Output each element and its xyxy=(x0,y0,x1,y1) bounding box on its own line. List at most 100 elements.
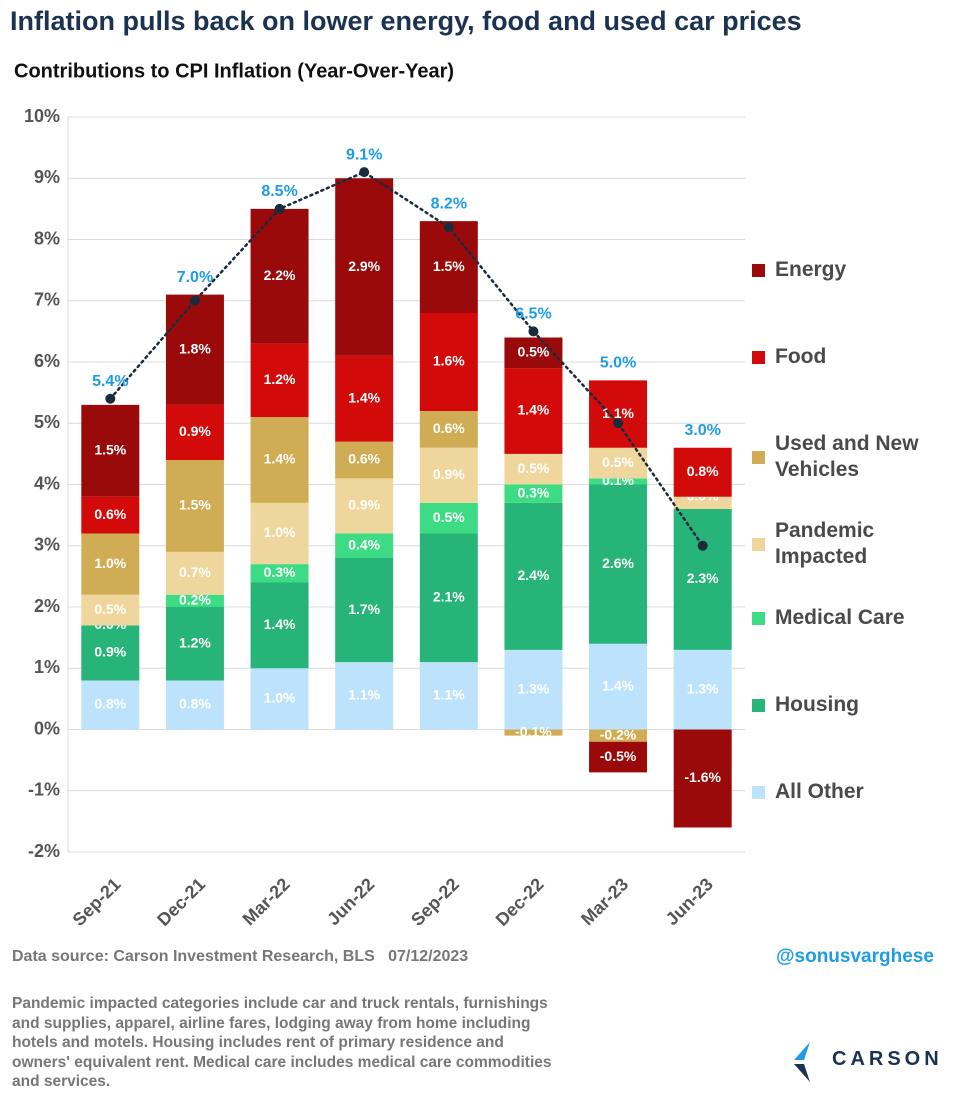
legend-item: Energy xyxy=(752,244,957,296)
y-tick-label: 5% xyxy=(34,412,60,432)
bar-segment xyxy=(419,502,478,534)
x-tick-label: Jun-22 xyxy=(323,874,378,929)
chart-subtitle: Contributions to CPI Inflation (Year-Ove… xyxy=(14,60,454,82)
data-label: 0.2% xyxy=(179,592,211,608)
bar-segment xyxy=(504,453,563,485)
data-label: 1.0% xyxy=(264,524,296,540)
legend-label: All Other xyxy=(775,780,864,803)
data-label: 0.5% xyxy=(517,344,549,360)
bar-segment xyxy=(250,564,309,583)
data-label: 0.4% xyxy=(348,536,380,552)
legend-label: Pandemic Impacted xyxy=(775,519,875,568)
bar-segment xyxy=(165,551,224,595)
bar-segment xyxy=(419,221,478,313)
bar-segment xyxy=(165,460,224,552)
data-label: 1.3% xyxy=(687,680,719,696)
total-label: 8.2% xyxy=(431,195,467,212)
legend-item: Pandemic Impacted xyxy=(752,518,957,570)
logo-icon xyxy=(794,1042,810,1082)
y-tick-label: 9% xyxy=(34,167,60,187)
bar-segment xyxy=(589,447,648,479)
data-label: 2.1% xyxy=(433,589,465,605)
data-label: 2.2% xyxy=(264,267,296,283)
bar-segment xyxy=(419,662,478,730)
data-label: 0.5% xyxy=(433,509,465,525)
legend-item: Housing xyxy=(752,679,957,731)
data-label: 0.9% xyxy=(433,466,465,482)
data-label: 2.6% xyxy=(602,555,634,571)
total-label: 7.0% xyxy=(177,269,213,286)
y-tick-label: -2% xyxy=(28,841,60,861)
data-label: -0.1% xyxy=(515,723,552,739)
x-tick-label: Dec-22 xyxy=(492,874,548,930)
bar-segment xyxy=(81,533,140,595)
x-tick-label: Sep-21 xyxy=(69,874,125,930)
data-label: 1.4% xyxy=(264,451,296,467)
y-tick-label: 8% xyxy=(34,228,60,248)
total-point xyxy=(189,295,200,306)
data-label: -0.2% xyxy=(600,726,637,742)
legend-swatch xyxy=(752,450,765,464)
data-label: 1.4% xyxy=(264,616,296,632)
bar-segment xyxy=(419,533,478,663)
y-tick-label: 1% xyxy=(34,657,60,677)
bar-segment xyxy=(335,355,394,442)
bar-segment xyxy=(589,729,648,742)
data-label: 1.7% xyxy=(348,601,380,617)
bar-segment xyxy=(250,668,309,730)
bar-segment xyxy=(250,208,309,344)
bar-segment xyxy=(165,594,224,607)
bar-segment xyxy=(81,680,140,730)
data-label: 0.5% xyxy=(94,601,126,617)
total-label: 8.5% xyxy=(261,183,297,200)
legend-item: Used and New Vehicles xyxy=(752,431,957,483)
bar-segment xyxy=(673,649,732,730)
source: Data source: Carson Investment Research,… xyxy=(12,948,469,965)
bar-segment xyxy=(504,337,563,369)
data-label: 2.3% xyxy=(687,570,719,586)
legend-label: Food xyxy=(775,345,827,368)
x-tick-label: Mar-22 xyxy=(239,874,294,929)
bar-segment xyxy=(165,607,224,681)
y-tick-label: 6% xyxy=(34,351,60,371)
data-label: 1.2% xyxy=(179,634,211,650)
y-tick-label: 4% xyxy=(34,473,60,493)
bar-segment xyxy=(335,533,394,558)
total-label: 5.0% xyxy=(600,355,636,372)
data-label: 0.5% xyxy=(517,460,549,476)
x-tick-label: Mar-23 xyxy=(577,874,632,929)
total-point xyxy=(613,418,624,429)
bar-segment xyxy=(589,643,648,730)
bar-segment xyxy=(335,558,394,663)
data-label: 1.3% xyxy=(517,680,549,696)
data-label: 1.5% xyxy=(179,497,211,513)
logo-text: CARSON xyxy=(832,1048,943,1070)
data-label: 1.5% xyxy=(94,442,126,458)
note: Pandemic impacted categories include car… xyxy=(12,995,552,1090)
bar-segment xyxy=(250,417,309,503)
bar-segment xyxy=(335,441,394,479)
bar-segment xyxy=(504,368,563,454)
handle: @sonusvarghese xyxy=(776,946,934,967)
legend-label: Medical Care xyxy=(775,606,905,629)
bar-segment xyxy=(81,594,140,626)
data-label: 1.4% xyxy=(602,677,634,693)
data-label: 1.8% xyxy=(179,340,211,356)
bar-segment xyxy=(504,484,563,503)
data-label: 0.8% xyxy=(687,463,719,479)
bar-segment xyxy=(335,478,394,534)
data-label: 0.8% xyxy=(94,696,126,712)
data-label: 1.1% xyxy=(433,687,465,703)
data-label: 1.6% xyxy=(433,353,465,369)
chart: Inflation pulls back on lower energy, fo… xyxy=(10,6,802,930)
total-label: 6.5% xyxy=(515,306,551,323)
y-tick-label: 7% xyxy=(34,290,60,310)
bar-segment xyxy=(589,380,648,448)
bar-segment xyxy=(250,582,309,669)
data-label: -1.6% xyxy=(684,769,721,785)
legend-item: Medical Care xyxy=(752,592,957,644)
total-point xyxy=(697,540,708,551)
bar-segment xyxy=(165,294,224,405)
chart-title: Inflation pulls back on lower energy, fo… xyxy=(10,6,802,36)
